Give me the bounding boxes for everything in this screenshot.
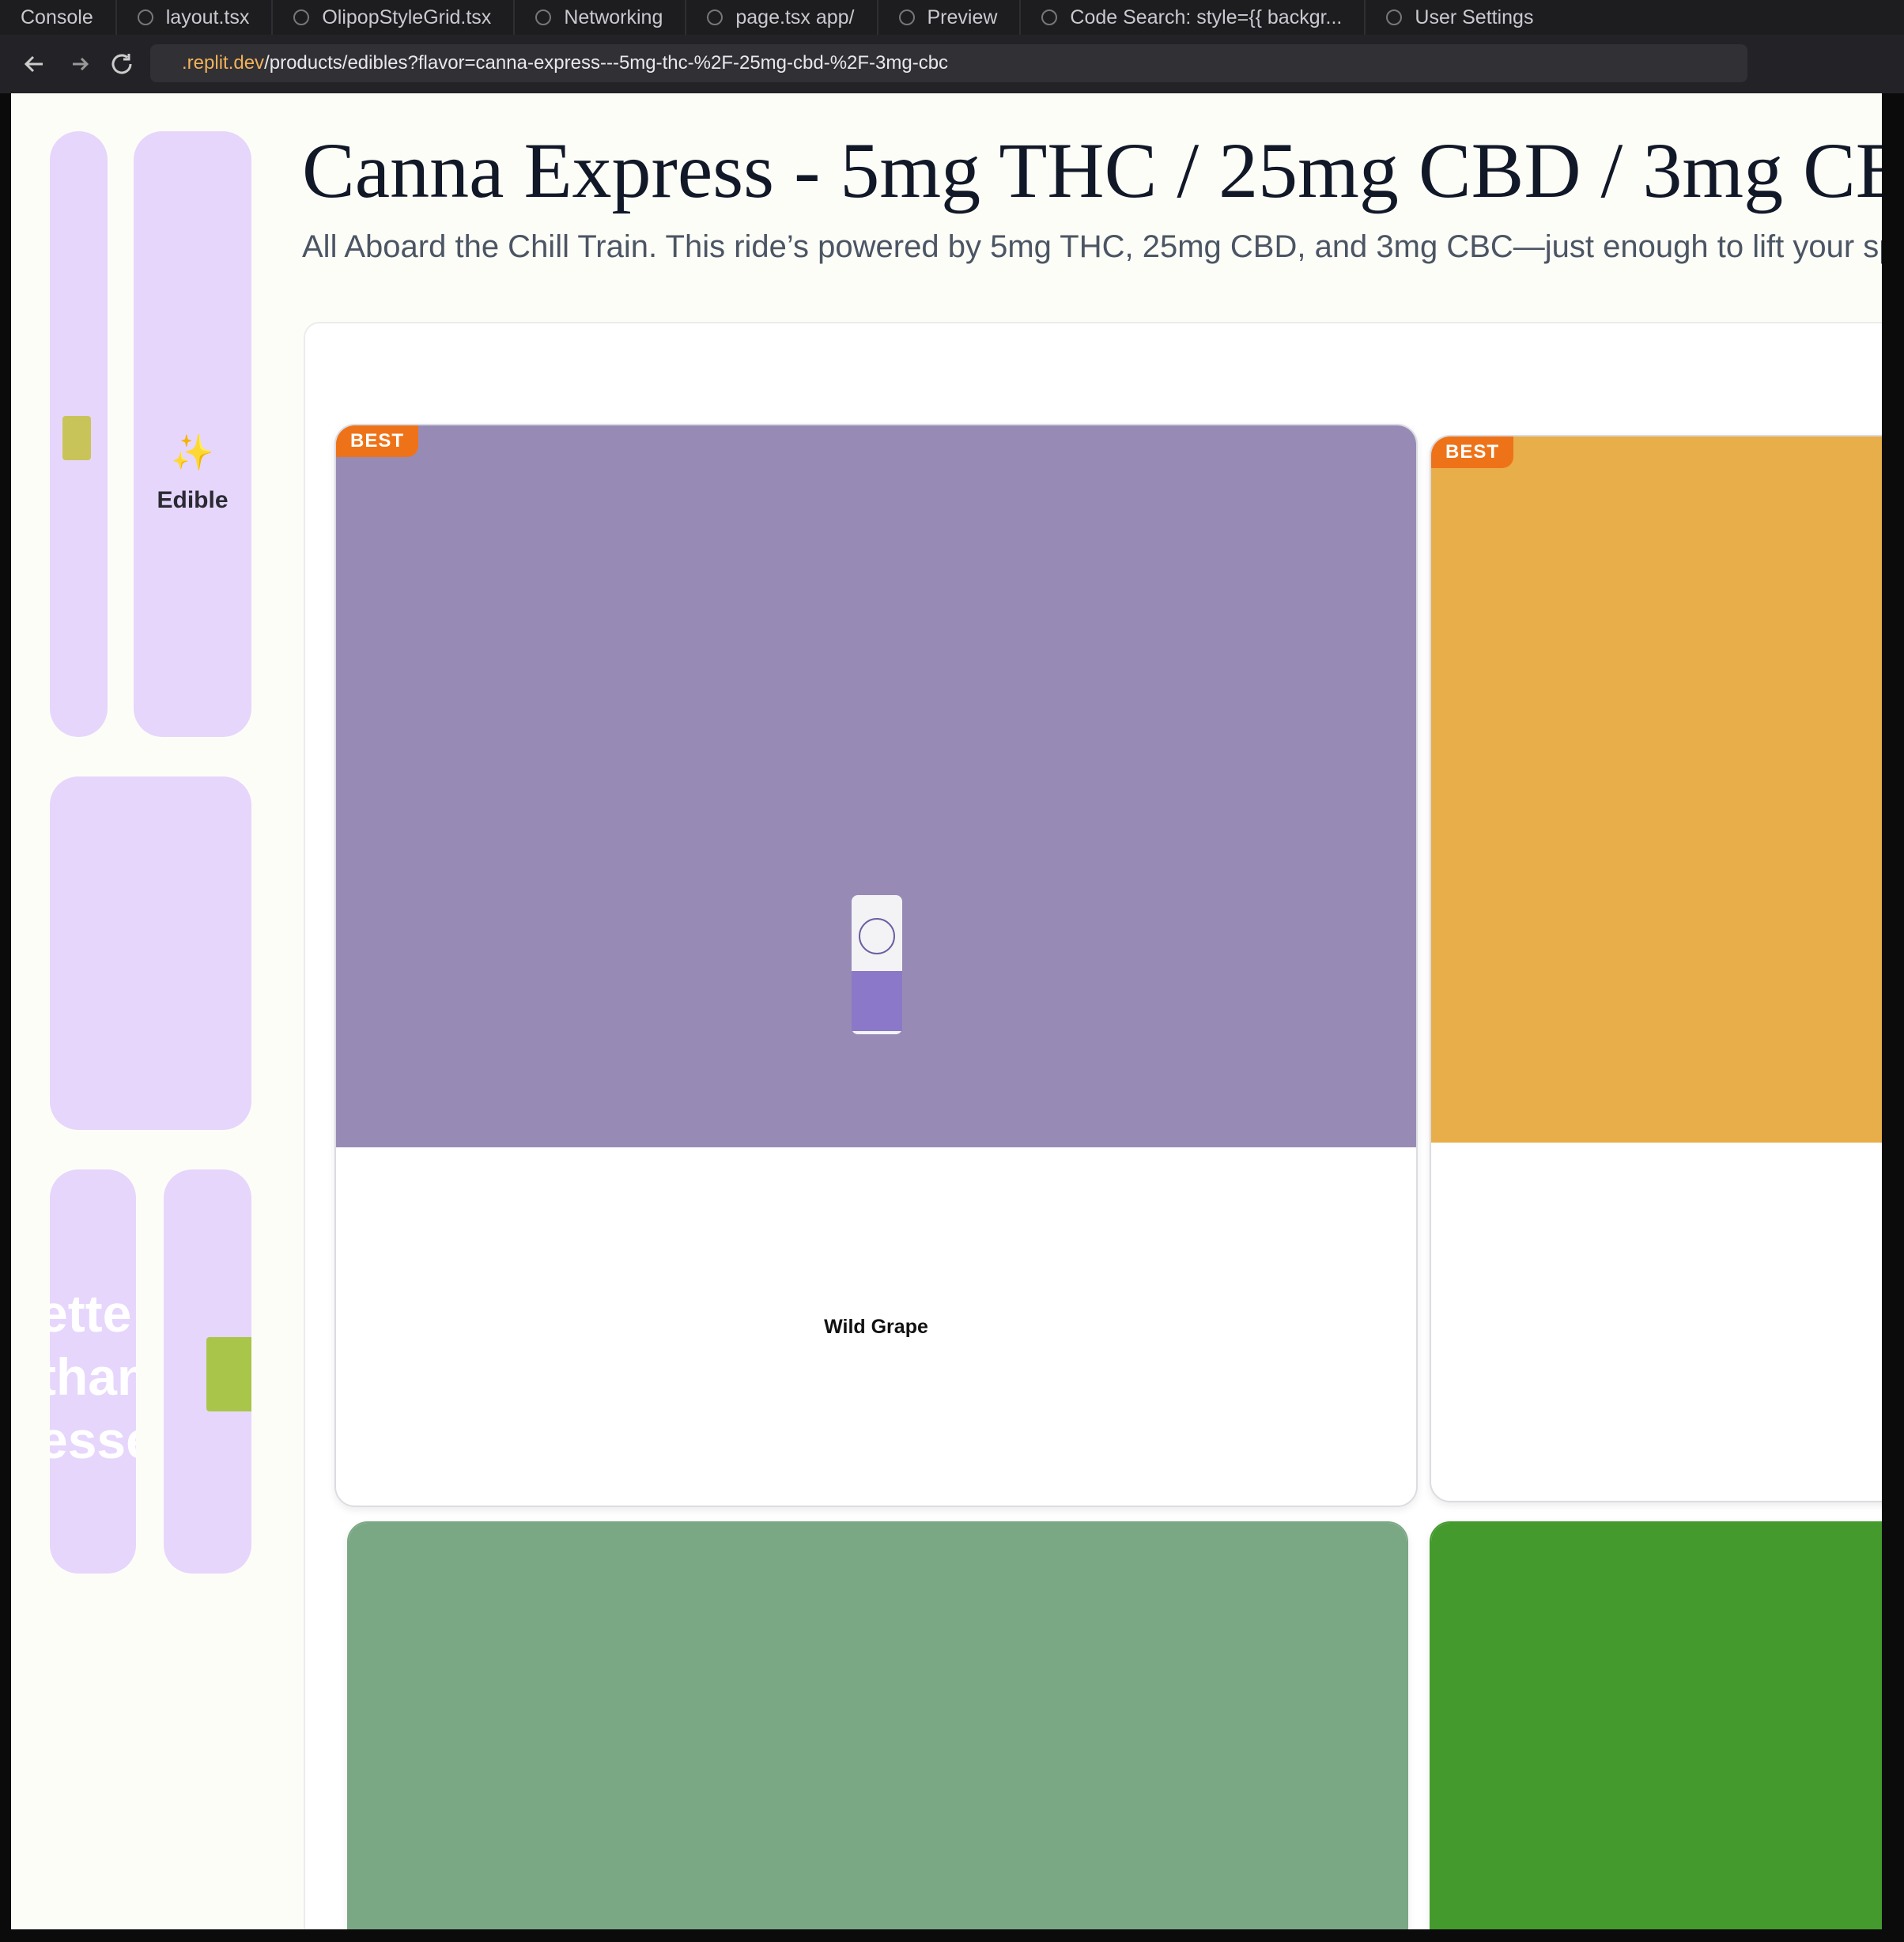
decoration (137, 9, 153, 25)
badge: BEST (1431, 436, 1514, 468)
preview: ✨ Edible ette than esse Canna Express - … (11, 93, 1882, 1929)
decoration (707, 9, 723, 25)
tagline-line: than (50, 1347, 136, 1406)
url-field[interactable]: .replit.dev/products/edibles?flavor=cann… (150, 44, 1747, 82)
tab[interactable]: Preview (878, 0, 1022, 35)
tab-bar: Console layout.tsx OlipopStyleGrid.tsx N… (0, 0, 1904, 35)
decoration: Console (21, 6, 93, 28)
decoration (859, 918, 895, 954)
tab[interactable]: User Settings (1366, 0, 1555, 35)
decoration: Code Search: style={{ backgr... (1070, 6, 1343, 28)
sidebar-tile[interactable] (50, 776, 251, 1130)
badge: BEST (336, 425, 419, 457)
sidebar-tile[interactable]: ette than esse (50, 1169, 136, 1574)
tagline-line: esse (50, 1411, 136, 1469)
url-bar: .replit.dev/products/edibles?flavor=cann… (0, 35, 1904, 93)
decoration: layout.tsx (165, 6, 250, 28)
flavor-card[interactable]: BEST (1430, 435, 1882, 1502)
decoration: page.tsx app/ (735, 6, 855, 28)
decoration (293, 9, 310, 25)
decoration (1386, 9, 1403, 25)
flavor-image (336, 425, 1416, 1147)
flavor-card[interactable] (347, 1521, 1408, 1929)
sidebar-tile[interactable]: ✨ Edible (134, 131, 251, 737)
page-subtitle: All Aboard the Chill Train. This ride’s … (302, 229, 1882, 264)
tab[interactable]: Code Search: style={{ backgr... (1021, 0, 1366, 35)
tab[interactable]: Console (0, 0, 117, 35)
sidebar-label: Edible (157, 487, 229, 513)
decoration: ✨ (171, 433, 214, 472)
decoration (898, 9, 915, 25)
url-host: .replit.dev (182, 52, 265, 74)
sidebar-tile[interactable] (164, 1169, 251, 1574)
flavor-name: Wild Grape (824, 1316, 928, 1338)
url-path: /products/edibles?flavor=canna-express--… (264, 52, 949, 74)
decoration (206, 1337, 251, 1411)
sidebar-tile[interactable] (50, 131, 108, 737)
nav-icons[interactable] (24, 52, 134, 76)
flavor-card[interactable] (1430, 1521, 1882, 1929)
decoration: Preview (927, 6, 998, 28)
flavor-card[interactable]: BEST Wild Grape (334, 424, 1418, 1507)
decoration (62, 416, 91, 460)
decoration (111, 54, 132, 74)
tab[interactable]: OlipopStyleGrid.tsx (273, 0, 516, 35)
can (852, 895, 902, 1034)
decoration: User Settings (1415, 6, 1534, 28)
tab[interactable]: Networking (515, 0, 687, 35)
decoration (24, 55, 43, 73)
decoration (852, 971, 902, 1031)
decoration (1041, 9, 1058, 25)
decoration: ette than esse (50, 1282, 136, 1472)
decoration (73, 57, 89, 71)
flavor-image (1431, 436, 1882, 1143)
flavor-image (1431, 1523, 1882, 1929)
decoration (535, 9, 552, 25)
tagline-line: ette (50, 1284, 132, 1343)
decoration: Networking (564, 6, 663, 28)
flavor-image (349, 1523, 1407, 1929)
tab[interactable]: layout.tsx (117, 0, 274, 35)
page-title: Canna Express - 5mg THC / 25mg CBD / 3mg… (302, 127, 1882, 214)
tab[interactable]: page.tsx app/ (686, 0, 878, 35)
decoration: OlipopStyleGrid.tsx (322, 6, 492, 28)
